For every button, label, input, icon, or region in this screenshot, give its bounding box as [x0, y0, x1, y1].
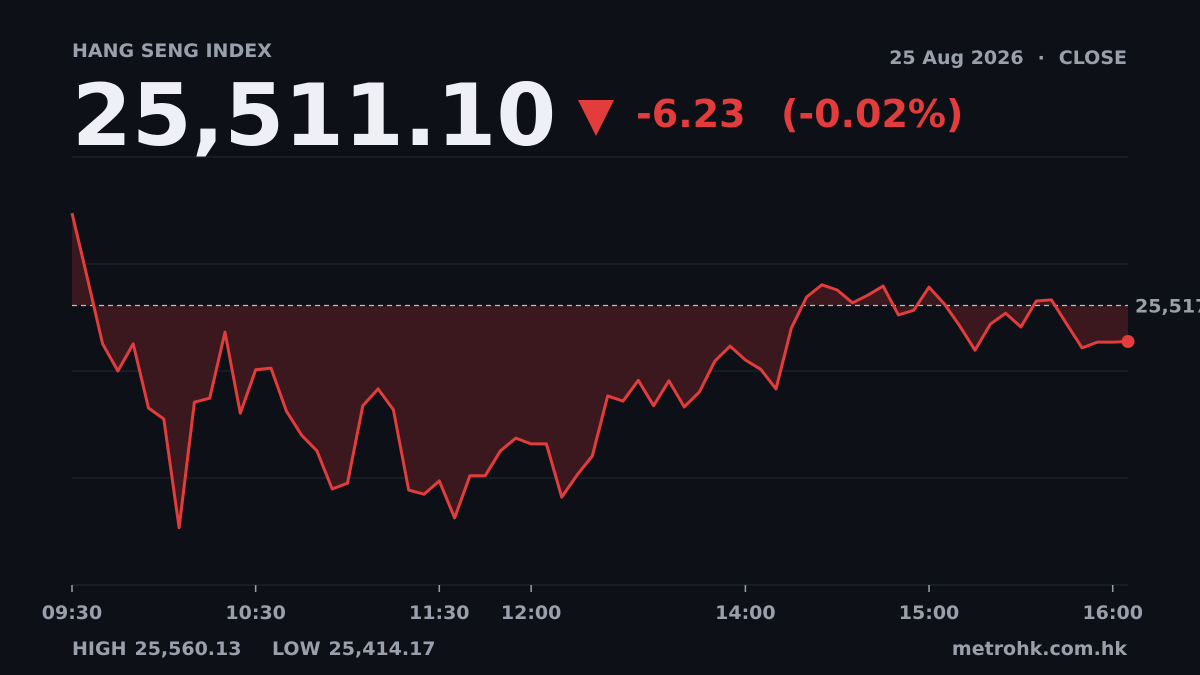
high: HIGH 25,560.13 — [72, 638, 241, 660]
low: LOW 25,414.17 — [272, 638, 436, 660]
status: CLOSE — [1059, 47, 1127, 69]
x-tick-label: 16:00 — [1082, 602, 1142, 624]
reference-label: 25,517.33 — [1135, 295, 1200, 317]
chart-title: HANG SENG INDEX — [72, 40, 272, 62]
x-tick-label: 15:00 — [899, 602, 959, 624]
price-line — [70, 212, 1129, 530]
high-label: HIGH — [72, 638, 126, 660]
area — [72, 213, 1128, 528]
x-tick-label: 10:30 — [225, 602, 285, 624]
date: 25 Aug 2026 — [889, 47, 1023, 69]
high-value: 25,560.13 — [134, 638, 241, 660]
down-arrow — [578, 100, 614, 136]
last-point — [1121, 335, 1135, 349]
x-tick-label: 11:30 — [409, 602, 469, 624]
price: 25,511.10 — [72, 66, 556, 166]
x-tick-label: 14:00 — [715, 602, 775, 624]
x-tick-label: 09:30 — [42, 602, 102, 624]
low-label: LOW — [272, 638, 321, 660]
x-tick-label: 12:00 — [501, 602, 561, 624]
session-info: 25 Aug 2026 · CLOSE — [889, 47, 1127, 69]
change: -6.23 — [636, 92, 746, 136]
change-percent: (-0.02%) — [781, 92, 963, 136]
low-value: 25,414.17 — [329, 638, 436, 660]
separator: · — [1038, 47, 1045, 69]
source: metrohk.com.hk — [952, 638, 1127, 660]
